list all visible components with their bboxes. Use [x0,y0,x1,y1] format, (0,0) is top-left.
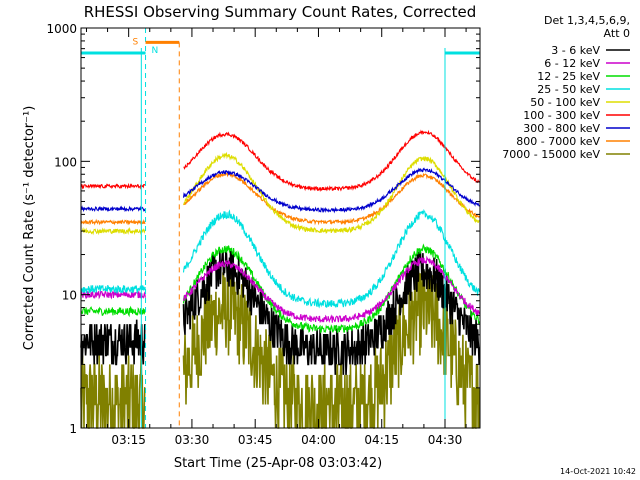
series-line-50-100kev-seg0 [80,226,146,236]
y-tick-label: 10 [62,289,77,303]
x-tick-label: 03:30 [175,433,210,447]
plot-frame [80,27,481,429]
series-line-12-25kev-seg1 [182,243,481,334]
legend-header-line-1: Det 1,3,4,5,6,9, [544,14,630,27]
series-line-6-12kev-seg0 [80,289,146,300]
x-tick-label: 04:30 [428,433,463,447]
series-line-300-800kev-seg1 [182,167,480,214]
legend-label: 100 - 300 keV [523,109,600,122]
series-line-25-50kev-seg1 [182,208,481,309]
y-tick-label: 1000 [46,22,77,36]
series-line-50-100kev-seg1 [183,151,480,234]
x-tick-label: 04:15 [364,433,399,447]
y-axis: 1 10 100 1000 [46,22,480,436]
x-tick-label: 04:00 [301,433,336,447]
series-line-12-25kev-seg0 [80,305,146,318]
series-line-300-800kev-seg0 [80,205,146,213]
y-axis-label: Corrected Count Rate (s⁻¹ detector⁻¹) [22,106,37,351]
series-line-100-300kev-seg1 [183,129,480,193]
x-axis-label: Start Time (25-Apr-08 03:03:42) [174,456,382,471]
series-line-100-300kev-seg0 [80,182,146,190]
x-tick-label: 03:45 [238,433,273,447]
y-tick-label: 100 [54,155,77,169]
generated-timestamp: 14-Oct-2021 10:42 [560,467,636,476]
legend-label: 7000 - 15000 keV [502,148,600,161]
x-axis: 03:15 03:30 03:45 04:00 04:15 04:30 [85,28,467,447]
legend-label: 800 - 7000 keV [516,135,600,148]
series-line-800-7000kev-seg1 [183,171,481,226]
legend-label: 300 - 800 keV [523,122,600,135]
series-line-800-7000kev-seg0 [80,218,146,226]
y-tick-label: 1 [69,422,77,436]
series-line-6-12kev-seg1 [182,255,481,323]
legend-label: 3 - 6 keV [551,44,600,57]
night-flag-label: S [133,37,139,47]
legend-label: 6 - 12 keV [544,57,600,70]
series-line-25-50kev-seg0 [80,284,146,295]
legend-header-line-2: Att 0 [604,27,630,40]
legend-label: 12 - 25 keV [537,70,600,83]
legend-label: 25 - 50 keV [537,83,600,96]
saa-marker-label: N [152,46,159,56]
legend-label: 50 - 100 keV [530,96,600,109]
x-tick-label: 03:15 [111,433,146,447]
chart-title: RHESSI Observing Summary Count Rates, Co… [84,3,477,21]
series-line-3-6kev-seg0 [80,319,147,366]
